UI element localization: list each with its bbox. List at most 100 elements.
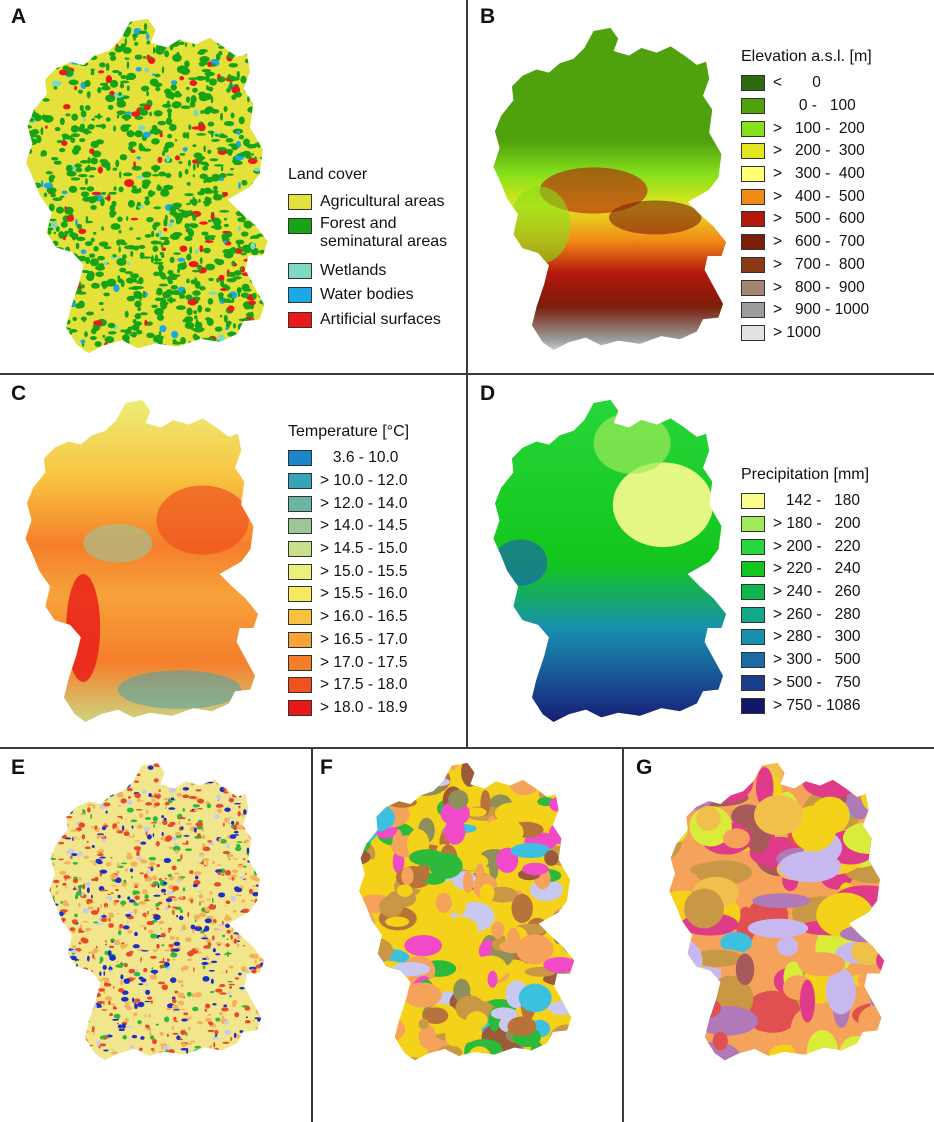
legend-label: 0 - 100 — [773, 97, 856, 115]
legend-label: > 16.0 - 16.5 — [320, 608, 408, 626]
legend-swatch — [288, 194, 312, 211]
legend-label: > 100 - 200 — [773, 119, 865, 137]
legend-swatch — [741, 211, 765, 228]
legend-item: > 10.0 - 12.0 — [288, 470, 409, 493]
legend-item: > 700 - 800 — [741, 254, 872, 277]
legend-swatch — [288, 217, 312, 234]
legend-item: 0 - 100 — [741, 95, 872, 118]
legend-item: > 12.0 - 14.0 — [288, 492, 409, 515]
legend-item: > 200 - 300 — [741, 140, 872, 163]
legend-label: > 800 - 900 — [773, 278, 865, 296]
legend-swatch — [288, 287, 312, 304]
legend-label: > 14.0 - 14.5 — [320, 517, 408, 535]
legend-swatch — [288, 450, 312, 467]
legend-label: > 500 - 600 — [773, 210, 865, 228]
legend-item: > 800 - 900 — [741, 276, 872, 299]
legend-swatch — [741, 120, 765, 137]
legend-swatch — [741, 279, 765, 296]
legend-swatch — [741, 516, 765, 533]
legend-item: Water bodies — [288, 283, 447, 308]
legend-label: > 180 - 200 — [773, 515, 861, 533]
legend-label: > 240 - 260 — [773, 583, 861, 601]
legend-swatch — [741, 324, 765, 341]
legend-swatch — [288, 262, 312, 279]
legend-swatch — [288, 609, 312, 626]
divider-vertical-ef — [311, 748, 313, 1122]
legend-label: < 0 — [773, 74, 821, 92]
legend-item: > 14.0 - 14.5 — [288, 515, 409, 538]
legend-swatch — [741, 652, 765, 669]
legend-swatch — [288, 586, 312, 603]
legend-label: Forest and seminatural areas — [320, 214, 448, 250]
panel-label-c: C — [11, 382, 27, 405]
legend-item: > 1000 — [741, 322, 872, 345]
map-precipitation — [493, 399, 727, 723]
map-land-cover — [26, 18, 268, 354]
legend-item: > 500 - 750 — [741, 672, 869, 695]
legend-title: Temperature [°C] — [288, 423, 410, 440]
legend-item: > 500 - 600 — [741, 208, 872, 231]
legend-label: > 300 - 400 — [773, 165, 865, 183]
legend-label: > 12.0 - 14.0 — [320, 494, 408, 512]
panel-label-f: F — [320, 756, 333, 779]
divider-horizontal-2 — [0, 747, 934, 749]
legend-swatch — [288, 518, 312, 535]
panel-label-g: G — [636, 756, 653, 779]
legend-swatch — [741, 256, 765, 273]
legend-land-cover: Land cover Agricultural areas Forest and… — [288, 166, 447, 332]
legend-label: > 700 - 800 — [773, 255, 865, 273]
legend-swatch — [288, 541, 312, 558]
legend-title: Land cover — [288, 166, 368, 183]
legend-title: Elevation a.s.l. [m] — [741, 48, 872, 65]
legend-item: > 16.5 - 17.0 — [288, 629, 409, 652]
panel-label-d: D — [480, 382, 496, 405]
legend-label: > 900 - 1000 — [773, 301, 870, 319]
legend-label: > 15.0 - 15.5 — [320, 562, 408, 580]
legend-item: 142 - 180 — [741, 490, 869, 513]
legend-swatch — [741, 584, 765, 601]
legend-item: > 15.5 - 16.0 — [288, 583, 409, 606]
legend-swatch — [741, 493, 765, 510]
map-panel-g — [669, 762, 885, 1061]
legend-label: > 220 - 240 — [773, 560, 861, 578]
legend-label: 142 - 180 — [773, 492, 861, 510]
legend-swatch — [741, 538, 765, 555]
legend-label: > 500 - 750 — [773, 673, 861, 691]
legend-item: > 240 - 260 — [741, 581, 869, 604]
legend-label: > 600 - 700 — [773, 233, 865, 251]
legend-item: > 750 - 1086 — [741, 694, 869, 717]
legend-label: > 17.5 - 18.0 — [320, 676, 408, 694]
legend-label: > 1000 — [773, 323, 821, 341]
legend-label: Wetlands — [320, 261, 387, 279]
legend-label: > 14.5 - 15.0 — [320, 540, 408, 558]
legend-label: Agricultural areas — [320, 193, 445, 211]
panel-label-b: B — [480, 5, 496, 28]
legend-item: > 180 - 200 — [741, 513, 869, 536]
legend-swatch — [288, 473, 312, 490]
legend-item: > 260 - 280 — [741, 603, 869, 626]
legend-swatch — [288, 631, 312, 648]
legend-swatch — [741, 561, 765, 578]
legend-item: Artificial surfaces — [288, 308, 447, 333]
legend-label: > 18.0 - 18.9 — [320, 698, 408, 716]
legend-swatch — [741, 697, 765, 714]
legend-swatch — [741, 674, 765, 691]
legend-item: > 400 - 500 — [741, 185, 872, 208]
legend-swatch — [741, 75, 765, 92]
legend-title: Precipitation [mm] — [741, 466, 870, 483]
legend-swatch — [741, 188, 765, 205]
legend-label: > 300 - 500 — [773, 651, 861, 669]
legend-label: 3.6 - 10.0 — [320, 449, 399, 467]
legend-label: Artificial surfaces — [320, 310, 441, 328]
legend-item: > 300 - 500 — [741, 649, 869, 672]
legend-item: > 18.0 - 18.9 — [288, 697, 409, 720]
legend-swatch — [288, 495, 312, 512]
legend-label: Water bodies — [320, 286, 414, 304]
map-elevation — [493, 27, 727, 351]
legend-item: > 280 - 300 — [741, 626, 869, 649]
legend-swatch — [741, 629, 765, 646]
legend-swatch — [741, 606, 765, 623]
legend-swatch — [288, 311, 312, 328]
legend-item: > 14.5 - 15.0 — [288, 538, 409, 561]
divider-horizontal-1 — [0, 373, 934, 375]
